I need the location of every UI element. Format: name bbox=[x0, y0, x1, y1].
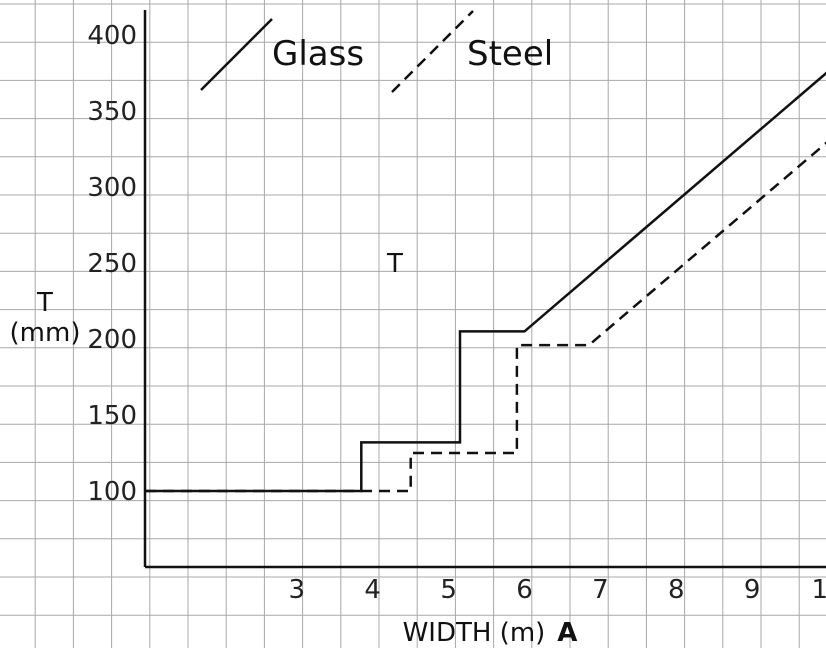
x-tick-label: 6 bbox=[516, 575, 533, 605]
legend-label-glass: Glass bbox=[272, 34, 364, 74]
legend-sample-glass bbox=[200, 18, 273, 91]
x-tick-labels: 3 4 5 6 7 8 9 10 bbox=[289, 575, 826, 605]
legend: Glass Steel bbox=[200, 10, 553, 93]
y-tick-label: 150 bbox=[87, 401, 137, 431]
inner-label: T bbox=[386, 249, 403, 279]
y-axis-label-line1: T bbox=[36, 288, 53, 318]
legend-sample-steel bbox=[391, 10, 474, 93]
series-lines bbox=[145, 71, 826, 493]
y-tick-labels: 100 150 200 250 300 350 400 bbox=[87, 21, 137, 507]
y-tick-label: 250 bbox=[87, 249, 137, 279]
x-axis-label-suffix: A bbox=[557, 618, 577, 648]
axes bbox=[143, 10, 826, 569]
x-tick-label: 4 bbox=[364, 575, 381, 605]
series-line-glass bbox=[145, 71, 826, 493]
y-tick-label: 200 bbox=[87, 325, 137, 355]
y-tick-label: 100 bbox=[87, 477, 137, 507]
y-tick-label: 300 bbox=[87, 173, 137, 203]
x-tick-label: 7 bbox=[592, 575, 609, 605]
x-tick-label: 10 bbox=[812, 575, 826, 605]
series-line-steel bbox=[145, 141, 826, 493]
y-axis-label-line2: (mm) bbox=[10, 318, 81, 348]
x-axis-label: WIDTH (m) A bbox=[403, 618, 578, 648]
x-tick-label: 5 bbox=[440, 575, 457, 605]
legend-label-steel: Steel bbox=[467, 34, 553, 74]
x-tick-label: 9 bbox=[744, 575, 761, 605]
y-tick-label: 400 bbox=[87, 21, 137, 51]
x-tick-label: 3 bbox=[289, 575, 306, 605]
x-tick-label: 8 bbox=[668, 575, 685, 605]
y-tick-label: 350 bbox=[87, 97, 137, 127]
x-axis-label-text: WIDTH (m) bbox=[403, 618, 546, 648]
